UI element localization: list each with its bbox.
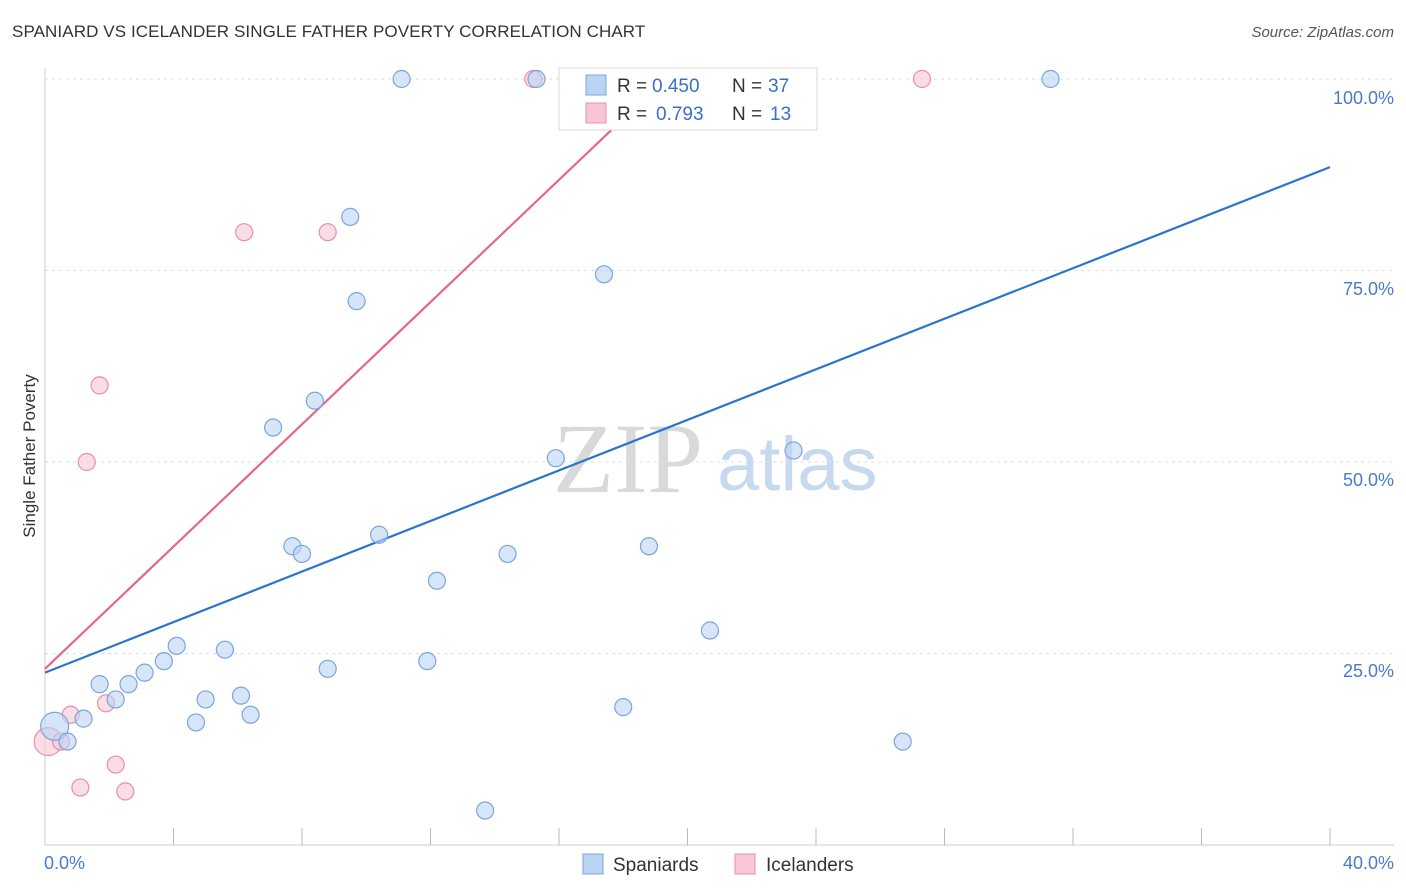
point-icelanders-3 [71,778,90,797]
trend-line-icelanders [44,78,666,670]
point-spaniards-31 [614,698,633,717]
point-spaniards-14 [263,418,283,437]
point-spaniards-22 [392,69,411,89]
y-axis-label: Single Father Poverty [20,374,39,538]
point-spaniards-4 [106,690,125,709]
y-tick-label-25: 25.0% [1343,661,1394,681]
source-label: Source: ZipAtlas.com [1251,24,1394,41]
point-spaniards-0 [40,711,70,741]
series-legend-swatch-spaniards [582,853,604,875]
x-tick-label-max: 40.0% [1343,853,1394,873]
point-spaniards-32 [639,537,659,556]
legend-r-value-icelanders: 0.793 [656,104,704,125]
point-spaniards-8 [167,636,186,655]
series-legend-label-spaniards: Spaniards [613,855,699,876]
point-icelanders-9 [235,223,254,242]
series-legend-swatch-icelanders [734,853,756,875]
point-spaniards-9 [186,713,206,732]
x-tick-label-min: 0.0% [44,853,85,873]
point-spaniards-34 [784,441,803,460]
point-icelanders-12 [912,69,932,89]
point-icelanders-7 [106,755,125,774]
y-tick-label-50: 50.0% [1343,470,1394,490]
gridlines [45,78,1394,654]
y-tick-label-100: 100.0% [1333,88,1394,108]
series-legend-label-icelanders: Icelanders [766,855,854,876]
series-legend: Spaniards Icelanders [582,853,854,876]
point-spaniards-17 [305,391,324,410]
point-spaniards-18 [318,659,337,678]
data-points [33,69,1060,820]
point-icelanders-5 [90,376,109,395]
legend-n-label-icelanders: N = [732,104,762,125]
legend-r-label-spaniards: R = [617,76,647,97]
point-icelanders-8 [116,782,135,801]
point-spaniards-20 [347,292,366,311]
point-spaniards-33 [700,621,720,640]
point-spaniards-21 [370,525,389,544]
watermark-zip: ZIP [553,403,703,514]
point-spaniards-24 [427,571,447,590]
x-tick-marks [173,828,1331,845]
trend-line-spaniards [44,166,1331,674]
point-spaniards-27 [527,69,546,89]
point-spaniards-5 [119,675,138,694]
point-icelanders-4 [77,452,96,472]
point-spaniards-19 [341,207,360,226]
legend-r-label-icelanders: R = [617,104,647,125]
point-spaniards-16 [292,544,312,564]
legend-swatch-spaniards [585,74,607,96]
point-spaniards-6 [135,663,154,682]
y-tick-label-75: 75.0% [1343,279,1394,299]
point-spaniards-23 [418,652,437,671]
point-spaniards-11 [215,640,234,659]
legend-r-value-spaniards: 0.450 [652,76,700,97]
watermark-atlas: atlas [717,422,878,507]
point-spaniards-1 [58,732,77,751]
point-spaniards-35 [893,732,912,751]
point-icelanders-10 [318,223,337,242]
point-spaniards-26 [498,544,517,564]
legend-swatch-icelanders [585,102,607,124]
point-spaniards-10 [196,690,215,709]
point-spaniards-2 [74,709,93,728]
legend-n-value-spaniards: 37 [768,76,789,97]
legend-n-value-icelanders: 13 [770,104,791,125]
point-spaniards-25 [476,801,495,820]
chart-title: SPANIARD VS ICELANDER SINGLE FATHER POVE… [12,22,646,41]
point-spaniards-13 [241,705,260,724]
point-spaniards-30 [594,265,614,284]
trend-lines [44,78,1331,674]
correlation-legend: R = 0.450 N = 37 R = 0.793 N = 13 [558,67,818,131]
legend-n-label-spaniards: N = [732,76,762,97]
point-spaniards-36 [1041,69,1060,89]
point-spaniards-7 [154,652,173,671]
point-spaniards-12 [231,686,251,705]
point-spaniards-28 [546,449,565,468]
point-spaniards-3 [90,675,109,694]
